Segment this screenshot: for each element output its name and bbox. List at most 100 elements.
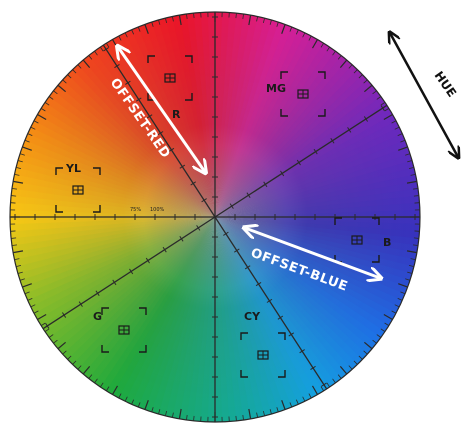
degree-tick	[100, 46, 104, 52]
degree-tick	[295, 29, 299, 35]
degree-tick	[22, 283, 32, 288]
degree-tick	[14, 173, 20, 176]
target-bracket	[318, 109, 326, 117]
degree-tick	[256, 412, 259, 418]
degree-tick	[412, 188, 419, 190]
axis-tick	[78, 301, 83, 307]
target-bracket	[55, 167, 63, 175]
degree-tick	[17, 160, 23, 163]
degree-tick	[88, 374, 93, 379]
target-bracket	[334, 217, 342, 225]
degree-tick	[106, 42, 110, 48]
axis-tick	[246, 192, 251, 199]
degree-tick	[308, 35, 312, 41]
degree-tick	[11, 195, 17, 197]
degree-tick	[337, 55, 342, 60]
degree-tick	[302, 32, 306, 38]
degree-tick	[289, 402, 293, 408]
target-bracket	[240, 332, 248, 340]
degree-tick	[353, 360, 358, 365]
degree-tick	[372, 90, 377, 95]
target-bracket	[101, 307, 109, 315]
target-label-mg: MG	[266, 82, 286, 95]
degree-tick	[410, 258, 416, 261]
degree-tick	[111, 385, 119, 395]
degree-tick	[186, 13, 188, 20]
degree-tick	[397, 297, 403, 301]
target-label-b: B	[383, 236, 391, 249]
degree-tick	[165, 410, 168, 417]
degree-tick	[383, 313, 393, 321]
axis-tick	[330, 137, 335, 144]
degree-tick	[37, 313, 47, 321]
axis-tick	[363, 116, 369, 122]
graticule-line	[214, 216, 328, 390]
axis-tick	[263, 181, 268, 188]
degree-tick	[339, 59, 348, 69]
degree-tick	[408, 264, 415, 267]
degree-tick	[22, 146, 32, 151]
degree-tick	[40, 322, 46, 326]
degree-tick	[186, 414, 188, 421]
axis-tick	[380, 105, 385, 111]
degree-tick	[19, 278, 25, 281]
degree-tick	[339, 365, 348, 375]
degree-tick	[353, 69, 358, 74]
degree-tick	[308, 393, 312, 399]
axis-tick	[255, 282, 262, 287]
degree-tick	[106, 386, 110, 392]
degree-tick	[165, 17, 168, 24]
axis-tick	[112, 279, 117, 286]
axis-tick	[145, 257, 150, 264]
axis-tick	[288, 332, 295, 337]
scale-label-100: 100%	[150, 207, 165, 213]
degree-tick	[248, 15, 252, 26]
degree-tick	[82, 365, 91, 375]
degree-tick	[11, 188, 18, 190]
target-label-g: G	[93, 310, 102, 323]
graticule-line	[214, 104, 388, 218]
degree-tick	[363, 79, 368, 84]
degree-tick	[358, 74, 363, 79]
degree-tick	[151, 21, 154, 27]
degree-tick	[100, 382, 104, 388]
target-bracket	[318, 71, 326, 79]
degree-tick	[269, 19, 272, 25]
degree-tick	[320, 386, 324, 392]
degree-tick	[178, 408, 182, 419]
degree-tick	[326, 382, 330, 388]
degree-tick	[332, 50, 336, 56]
degree-tick	[326, 46, 330, 52]
degree-tick	[171, 412, 174, 418]
degree-tick	[17, 271, 23, 274]
axis-tick	[162, 246, 167, 253]
target-bracket	[278, 332, 286, 340]
degree-tick	[151, 407, 154, 413]
degree-tick	[118, 35, 122, 41]
degree-tick	[53, 90, 58, 95]
axis-tick	[347, 127, 352, 133]
axis-tick	[179, 235, 184, 242]
degree-tick	[62, 350, 67, 355]
axis-tick	[223, 231, 229, 236]
degree-tick	[94, 50, 98, 56]
degree-tick	[11, 244, 18, 246]
degree-tick	[235, 13, 237, 19]
degree-tick	[410, 173, 416, 176]
axis-tick	[321, 382, 327, 387]
degree-tick	[412, 244, 419, 246]
degree-tick	[407, 271, 413, 274]
degree-tick	[131, 29, 135, 35]
degree-tick	[137, 26, 141, 32]
degree-tick	[380, 328, 386, 332]
degree-tick	[384, 322, 390, 326]
degree-tick	[77, 365, 82, 370]
target-label-cy: CY	[244, 310, 261, 323]
degree-tick	[289, 26, 293, 32]
degree-tick	[137, 402, 141, 408]
target-bracket	[55, 205, 63, 213]
degree-tick	[376, 334, 382, 338]
degree-tick	[15, 167, 22, 170]
degree-tick	[269, 409, 272, 415]
